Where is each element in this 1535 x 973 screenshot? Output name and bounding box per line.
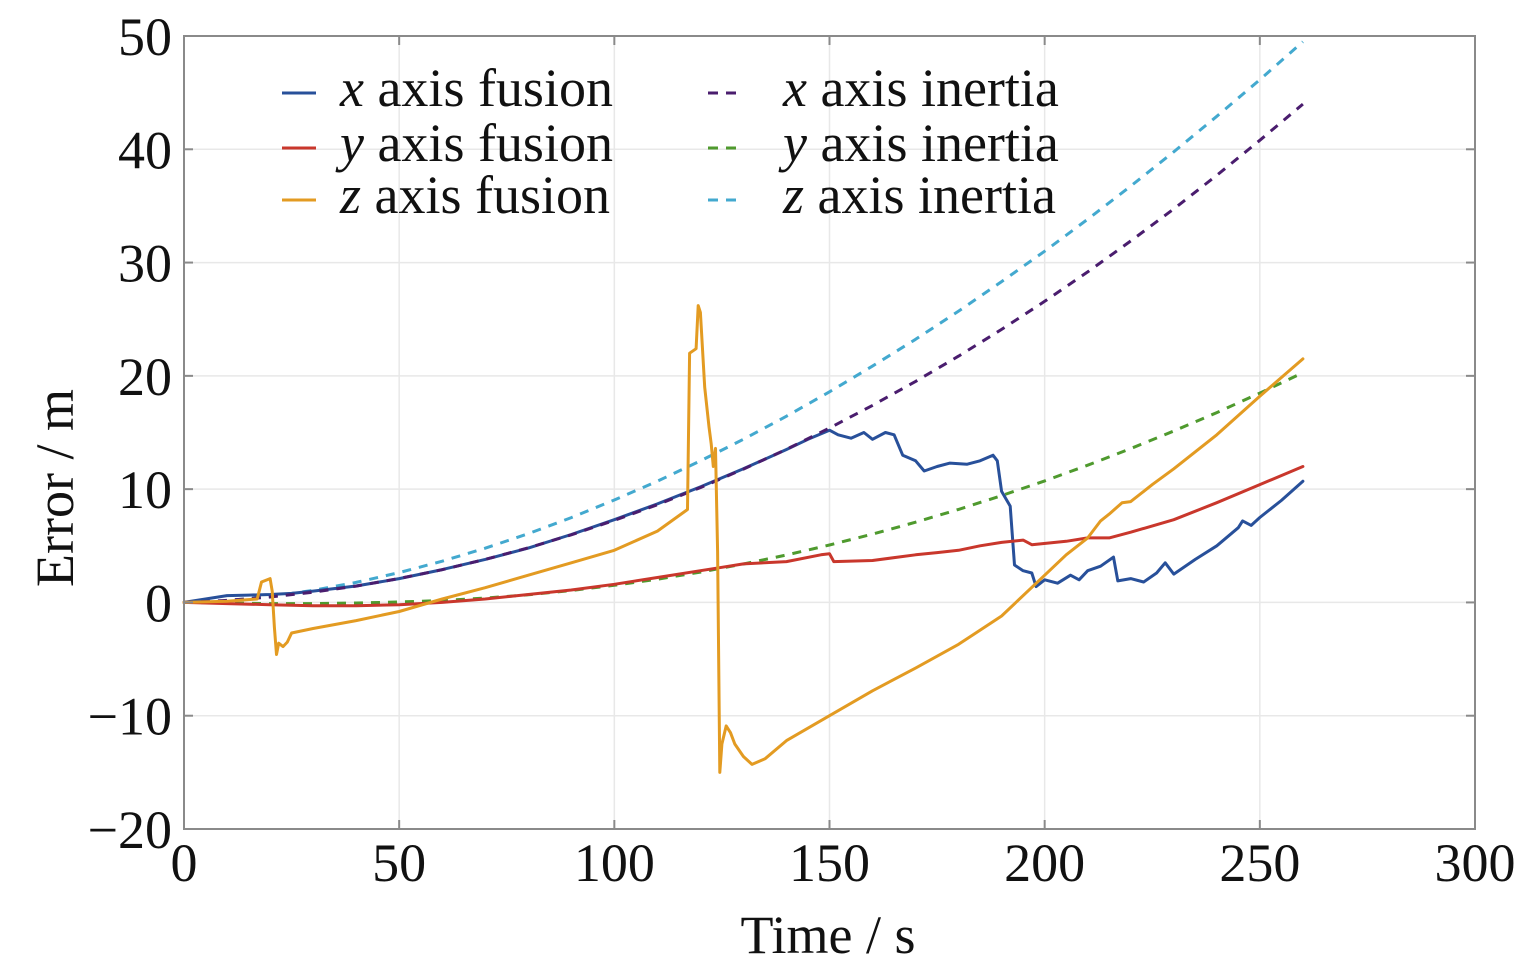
legend-label: x axis fusion — [339, 58, 613, 118]
legend-label-rest: axis fusion — [364, 113, 613, 173]
y-tick-label: 0 — [145, 573, 172, 633]
legend-item-y-axis-inertia: y axis inertia — [708, 113, 1059, 173]
legend-axis-variable: z — [782, 165, 804, 225]
legend-axis-variable: y — [778, 113, 807, 173]
y-axis-label: Error / m — [25, 389, 85, 587]
legend-axis-variable: x — [782, 58, 807, 118]
x-tick-label: 200 — [1004, 833, 1085, 893]
y-tick-label: −10 — [88, 687, 172, 747]
y-tick-label: −20 — [88, 800, 172, 860]
x-tick-label: 150 — [789, 833, 870, 893]
x-tick-label: 250 — [1219, 833, 1300, 893]
x-tick-label: 300 — [1435, 833, 1516, 893]
y-tick-label: 40 — [118, 120, 172, 180]
x-tick-label: 100 — [574, 833, 655, 893]
tick-marks — [183, 35, 1476, 830]
legend-label-rest: axis inertia — [807, 58, 1059, 118]
legend-label: x axis inertia — [782, 58, 1059, 118]
legend-axis-variable: y — [335, 113, 364, 173]
legend-item-z-axis-inertia: z axis inertia — [708, 165, 1056, 225]
x-axis-label: Time / s — [740, 905, 915, 965]
legend-axis-variable: z — [339, 165, 361, 225]
legend-axis-variable: x — [339, 58, 364, 118]
y-tick-label: 50 — [118, 7, 172, 67]
series-line-z-axis-inertia — [183, 40, 1304, 604]
legend-label-rest: axis inertia — [804, 165, 1056, 225]
y-tick-labels: −20 −10 0 10 20 30 40 50 — [88, 7, 172, 860]
series-line-z-axis-fusion — [182, 304, 1305, 774]
legend-item-z-axis-fusion: z axis fusion — [282, 165, 610, 225]
y-tick-label: 10 — [118, 460, 172, 520]
y-tick-label: 20 — [118, 347, 172, 407]
series-layer — [182, 40, 1305, 774]
x-tick-label: 50 — [372, 833, 426, 893]
series-line-x-axis-inertia — [183, 102, 1304, 604]
legend-label-rest: axis fusion — [364, 58, 613, 118]
legend-item-x-axis-fusion: x axis fusion — [282, 58, 613, 118]
x-tick-label: 0 — [171, 833, 198, 893]
y-tick-label: 30 — [118, 234, 172, 294]
legend-label: z axis inertia — [782, 165, 1056, 225]
grid — [183, 35, 1476, 830]
legend-item-y-axis-fusion: y axis fusion — [282, 113, 613, 173]
legend-label-rest: axis fusion — [361, 165, 610, 225]
legend-label: y axis inertia — [778, 113, 1059, 173]
legend-item-x-axis-inertia: x axis inertia — [708, 58, 1059, 118]
legend-label: z axis fusion — [339, 165, 610, 225]
x-tick-labels: 0 50 100 150 200 250 300 — [171, 833, 1516, 893]
legend-label: y axis fusion — [335, 113, 613, 173]
legend-label-rest: axis inertia — [807, 113, 1059, 173]
